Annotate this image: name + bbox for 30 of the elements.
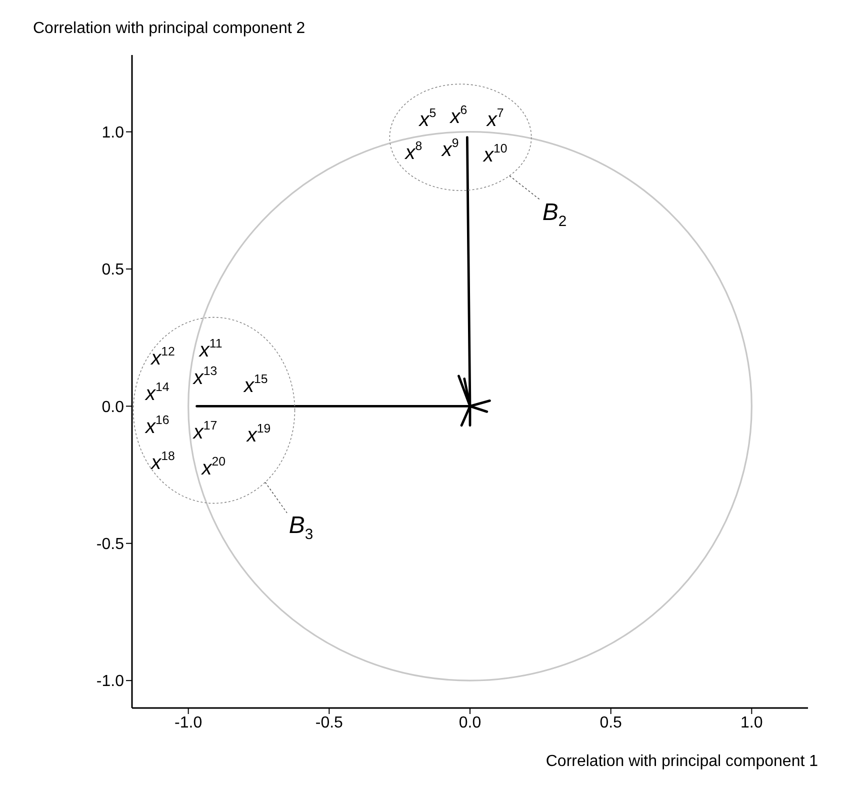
x-tick-label: -0.5 xyxy=(315,714,344,732)
x-tick-label: 0.0 xyxy=(458,714,482,732)
annotation: x$^{18}$ xyxy=(150,449,175,474)
annotation: x$^{16}$ xyxy=(144,413,170,438)
x-tick-label: 1.0 xyxy=(740,714,763,732)
y-tick-label: -0.5 xyxy=(96,536,124,554)
annotation: B$_{3}$ xyxy=(288,512,314,543)
y-tick-label: 0.0 xyxy=(102,398,124,416)
x-tick-label: 0.5 xyxy=(600,714,622,732)
annotation: x$^{7}$ xyxy=(486,106,504,132)
annotation: B$_{2}$ xyxy=(542,199,567,230)
y-axis-title: Correlation with principal component 2 xyxy=(33,20,306,37)
annotation: x$^{14}$ xyxy=(144,380,170,406)
annotation: x$^{10}$ xyxy=(482,142,508,167)
annotation: x$^{13}$ xyxy=(192,364,218,390)
annotation: x$^{19}$ xyxy=(246,422,271,447)
y-tick-label: -1.0 xyxy=(96,673,124,690)
annotation: x$^{6}$ xyxy=(449,103,468,128)
annotation: x$^{17}$ xyxy=(192,418,218,444)
y-tick-label: 1.0 xyxy=(102,124,124,142)
annotation: x$^{5}$ xyxy=(418,106,436,132)
x-tick-label: -1.0 xyxy=(174,714,202,732)
annotation: x$^{15}$ xyxy=(243,372,268,398)
annotation: x$^{9}$ xyxy=(440,136,459,162)
annotation: x$^{11}$ xyxy=(198,336,222,362)
y-tick-label: 0.5 xyxy=(102,262,124,279)
annotation: x$^{20}$ xyxy=(200,454,226,480)
annotation: x$^{12}$ xyxy=(150,344,175,370)
annotation: x$^{8}$ xyxy=(404,139,422,164)
x-axis-title: Correlation with principal component 1 xyxy=(546,753,818,770)
